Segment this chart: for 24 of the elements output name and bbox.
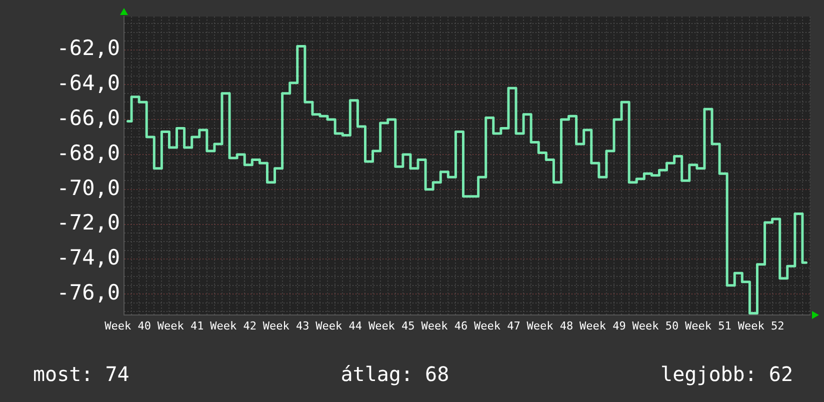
- text: átlag: 68: [340, 362, 450, 386]
- x-tick-label: Week 40: [104, 319, 151, 332]
- y-tick-label: -62,0: [56, 36, 120, 60]
- x-tick-label: Week 52: [738, 319, 784, 332]
- x-tick-label: Week 50: [632, 319, 679, 332]
- y-tick-label: -68,0: [56, 140, 120, 165]
- x-tick-label: Week 46: [421, 319, 468, 332]
- x-tick-label: Week 45: [368, 319, 415, 332]
- text: most: 74: [33, 362, 130, 386]
- y-tick-label: -76,0: [56, 280, 120, 305]
- x-tick-label: Week 42: [210, 319, 256, 332]
- x-tick-label: Week 41: [157, 319, 204, 332]
- x-tick-label: Week 51: [685, 319, 732, 332]
- y-tick-label: -64,0: [56, 71, 120, 96]
- x-tick-label: Week 48: [526, 319, 574, 332]
- text: legjobb: 62: [660, 362, 793, 386]
- x-tick-label: Week 43: [262, 319, 310, 332]
- y-tick-label: -70,0: [56, 176, 120, 200]
- x-tick-label: Week 49: [580, 319, 626, 332]
- y-tick-label: -74,0: [56, 246, 120, 270]
- y-tick-label: -66,0: [56, 106, 120, 130]
- y-tick-label: -72,0: [56, 210, 120, 235]
- x-tick-label: Week 44: [316, 319, 362, 332]
- x-tick-label: Week 47: [474, 319, 520, 332]
